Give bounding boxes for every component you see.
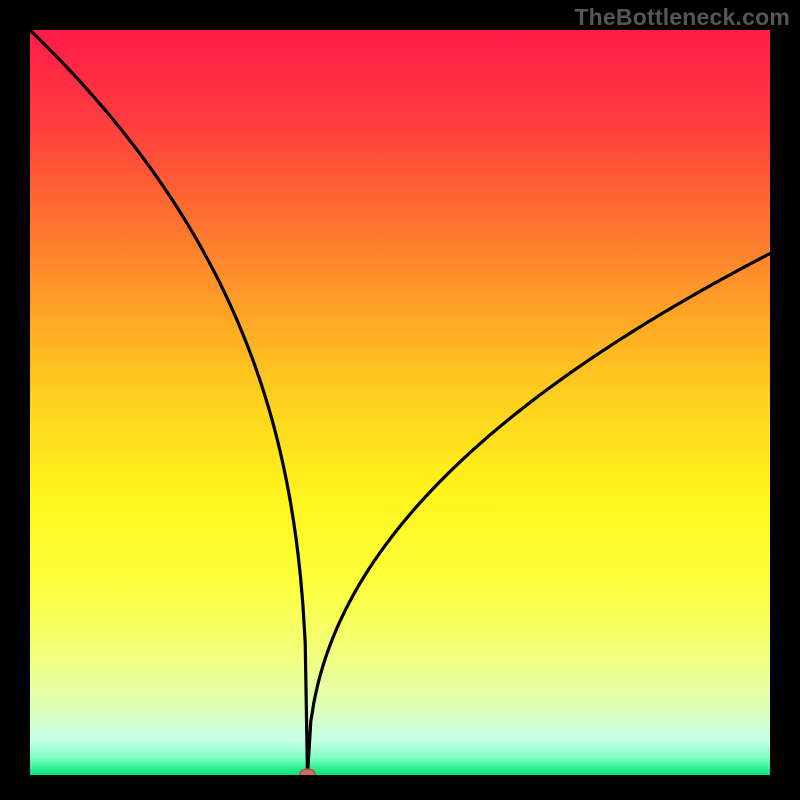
plot-area	[30, 30, 770, 775]
plot-svg	[30, 30, 770, 775]
watermark-text: TheBottleneck.com	[574, 4, 790, 31]
gradient-background	[30, 30, 770, 775]
chart-frame: TheBottleneck.com	[0, 0, 800, 800]
